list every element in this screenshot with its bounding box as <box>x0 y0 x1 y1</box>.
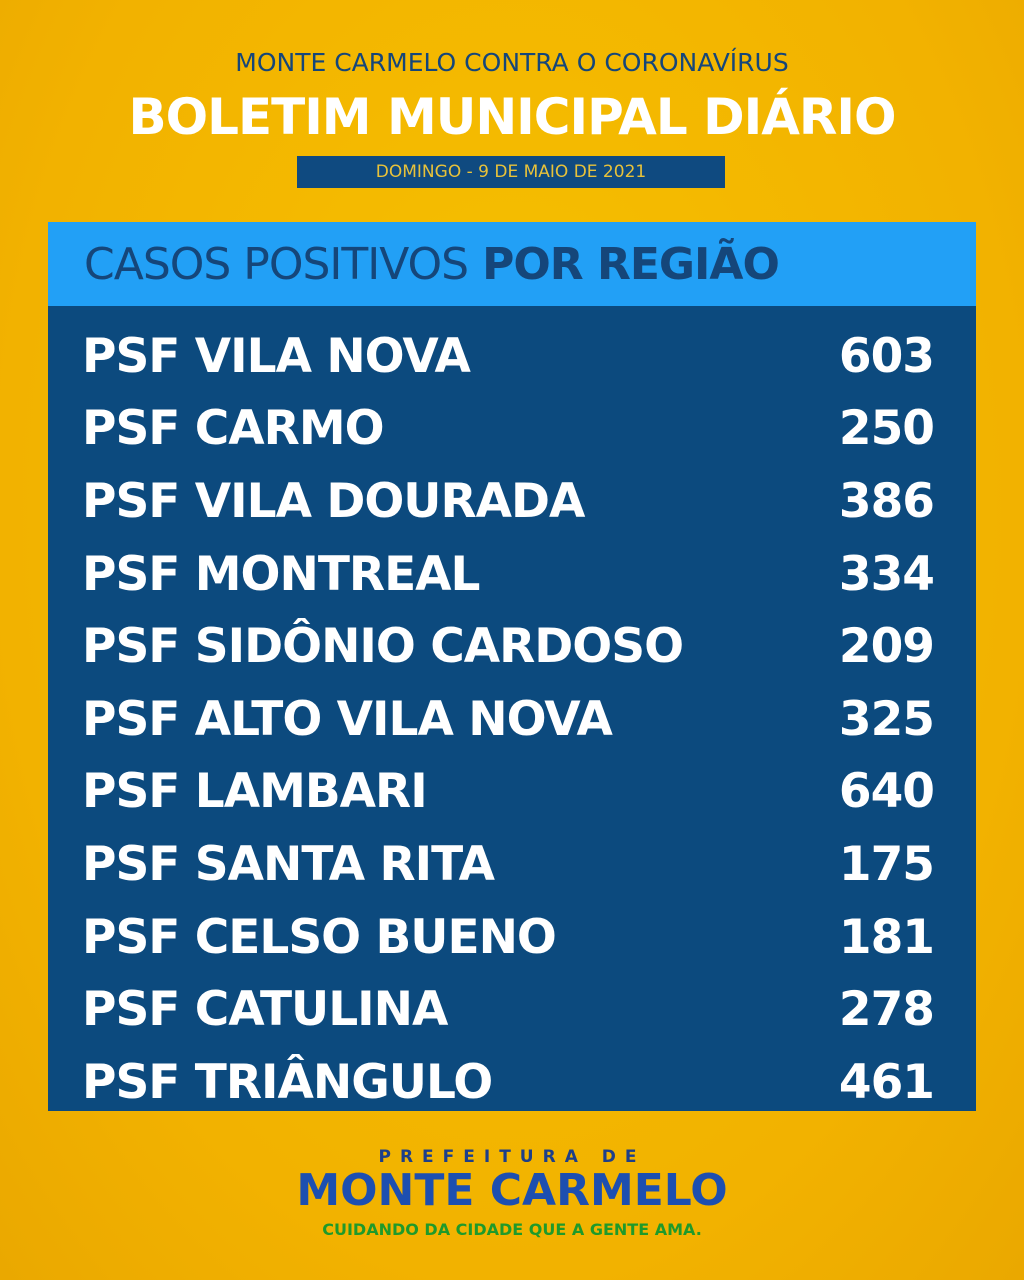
region-row: PSF VILA DOURADA 386 <box>48 465 976 538</box>
region-row: PSF VILA NOVA 603 <box>48 320 976 393</box>
heading-light: CASOS POSITIVOS <box>84 238 469 290</box>
region-row: PSF LAMBARI 640 <box>48 756 976 829</box>
region-row: PSF ALTO VILA NOVA 325 <box>48 683 976 756</box>
case-count: 334 <box>838 546 935 602</box>
region-list: PSF VILA NOVA 603 PSF CARMO 250 PSF VILA DOU… <box>48 306 976 1119</box>
case-count: 181 <box>838 909 935 965</box>
region-name: PSF SIDÔNIO CARDOSO <box>82 619 684 675</box>
case-count: 325 <box>838 691 935 747</box>
region-row: PSF SIDÔNIO CARDOSO 209 <box>48 610 976 683</box>
heading-bold: POR REGIÃO <box>482 238 780 290</box>
case-count: 640 <box>838 764 935 820</box>
panel-heading: CASOS POSITIVOS POR REGIÃO <box>48 222 976 306</box>
case-count: 175 <box>838 836 935 892</box>
campaign-subtitle: MONTE CARMELO CONTRA O CORONAVÍRUS <box>235 48 789 77</box>
footer-slogan: CUIDANDO DA CIDADE QUE A GENTE AMA. <box>322 1220 702 1239</box>
region-row: PSF MONTREAL 334 <box>48 538 976 611</box>
case-count: 461 <box>838 1054 935 1110</box>
case-count: 278 <box>838 982 935 1038</box>
region-name: PSF LAMBARI <box>82 764 428 820</box>
footer-prefeitura: PREFEITURA DE <box>378 1147 646 1167</box>
case-count: 386 <box>838 473 935 529</box>
region-name: PSF TRIÂNGULO <box>82 1054 493 1110</box>
cases-panel: CASOS POSITIVOS POR REGIÃO PSF VILA NOVA… <box>48 222 976 1111</box>
region-name: PSF CELSO BUENO <box>82 909 557 965</box>
region-name: PSF SANTA RITA <box>82 836 495 892</box>
case-count: 603 <box>838 328 935 384</box>
date-banner: DOMINGO - 9 DE MAIO DE 2021 <box>297 156 725 188</box>
case-count: 250 <box>838 401 935 457</box>
region-name: PSF VILA DOURADA <box>82 473 585 529</box>
region-row: PSF SANTA RITA 175 <box>48 828 976 901</box>
footer-logo-text: MONTE CARMELO <box>296 1165 728 1216</box>
region-row: PSF CELSO BUENO 181 <box>48 901 976 974</box>
region-name: PSF CARMO <box>82 401 385 457</box>
region-name: PSF MONTREAL <box>82 546 481 602</box>
region-name: PSF ALTO VILA NOVA <box>82 691 613 747</box>
region-row: PSF CARMO 250 <box>48 393 976 466</box>
case-count: 209 <box>838 619 935 675</box>
region-row: PSF CATULINA 278 <box>48 973 976 1046</box>
page-title: BOLETIM MUNICIPAL DIÁRIO <box>128 88 896 146</box>
region-row: PSF TRIÂNGULO 461 <box>48 1046 976 1119</box>
region-name: PSF CATULINA <box>82 982 448 1038</box>
region-name: PSF VILA NOVA <box>82 328 471 384</box>
